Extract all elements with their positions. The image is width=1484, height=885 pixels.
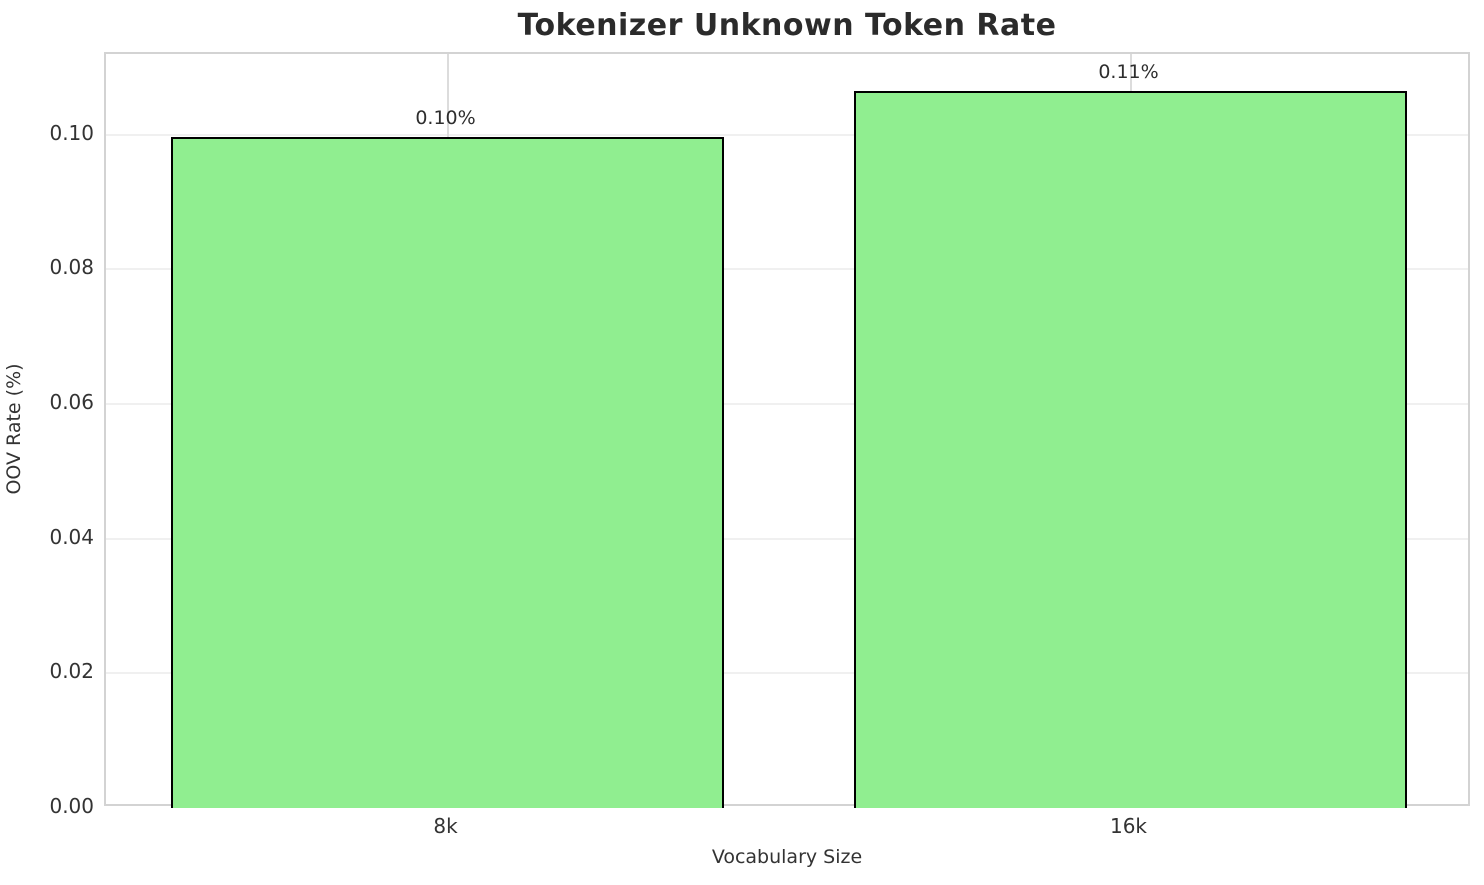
bar-8k xyxy=(170,136,725,808)
y-axis-label: OOV Rate (%) xyxy=(3,363,25,495)
y-tick-label: 0.00 xyxy=(49,794,94,818)
y-gridline xyxy=(106,133,1468,136)
bar-value-label: 0.10% xyxy=(415,106,476,129)
bar-value-label: 0.11% xyxy=(1098,61,1159,84)
chart-title: Tokenizer Unknown Token Rate xyxy=(517,8,1057,43)
y-tick-label: 0.02 xyxy=(49,659,94,684)
x-axis-label: Vocabulary Size xyxy=(711,846,863,868)
y-tick-label: 0.08 xyxy=(49,255,94,280)
plot-area xyxy=(104,52,1470,808)
x-tick-label: 16k xyxy=(1109,814,1148,838)
y-gridline xyxy=(106,268,1468,271)
y-gridline xyxy=(106,403,1468,406)
y-tick-label: 0.06 xyxy=(49,390,94,415)
y-tick-label: 0.10 xyxy=(49,120,94,145)
y-gridline xyxy=(106,672,1468,675)
y-gridline xyxy=(106,537,1468,540)
x-tick-label: 8k xyxy=(433,814,458,838)
bar-16k xyxy=(853,91,1408,808)
y-tick-label: 0.04 xyxy=(49,524,94,549)
